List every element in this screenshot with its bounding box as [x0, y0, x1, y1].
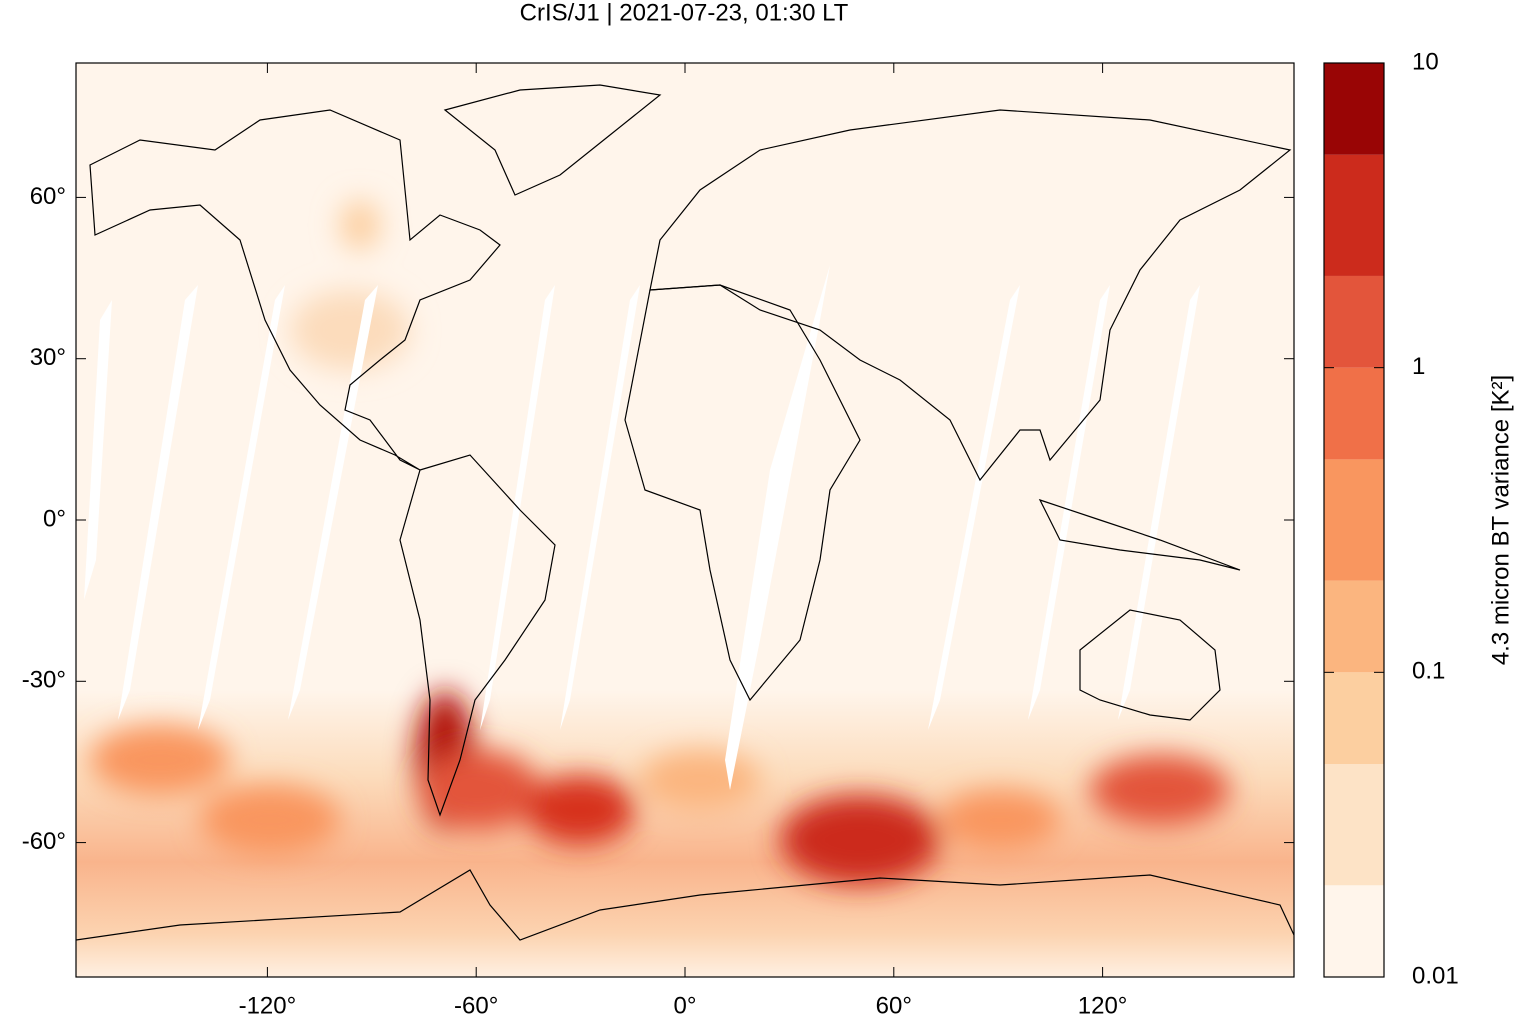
colorbar-tick-label: 0.01: [1412, 962, 1459, 989]
y-tick-label: 60°: [30, 183, 66, 210]
chart-title: CrIS/J1 | 2021-07-23, 01:30 LT: [520, 0, 849, 26]
colorbar-band: [1324, 275, 1384, 368]
colorbar-tick-label: 10: [1412, 48, 1439, 75]
colorbar-band: [1324, 63, 1384, 155]
colorbar-band: [1324, 154, 1384, 276]
y-tick-label: -30°: [22, 667, 66, 694]
x-tick-label: 0°: [674, 992, 697, 1019]
x-tick-label: 120°: [1078, 992, 1128, 1019]
y-tick-label: -60°: [22, 828, 66, 855]
colorbar-band: [1324, 764, 1384, 886]
colorbar-tick-label: 1: [1412, 353, 1425, 380]
variance-blobs: [90, 200, 1230, 885]
colorbar-label: 4.3 micron BT variance [K²]: [1487, 375, 1514, 665]
coastlines: [76, 84, 1294, 941]
axes: -120° -60° 0° 60° 120° -60° -30° 0° 30° 60°: [22, 63, 1294, 1019]
swath-gaps: [84, 265, 1200, 790]
x-tick-label: -120°: [239, 992, 297, 1019]
colorbar-frame: [1323, 62, 1385, 978]
colorbar-band: [1324, 459, 1384, 581]
colorbar: 0.01 0.1 1 10 4.3 micron BT variance [K²]: [1323, 48, 1514, 989]
map-field: [76, 63, 1294, 977]
x-tick-label: -60°: [454, 992, 498, 1019]
colorbar-band: [1324, 885, 1384, 977]
y-tick-label: 30°: [30, 344, 66, 371]
y-tick-label: 0°: [43, 505, 66, 532]
colorbar-band: [1324, 367, 1384, 460]
colorbar-band: [1324, 672, 1384, 765]
colorbar-band: [1324, 580, 1384, 673]
x-tick-label: 60°: [876, 992, 912, 1019]
colorbar-tick-label: 0.1: [1412, 658, 1445, 685]
